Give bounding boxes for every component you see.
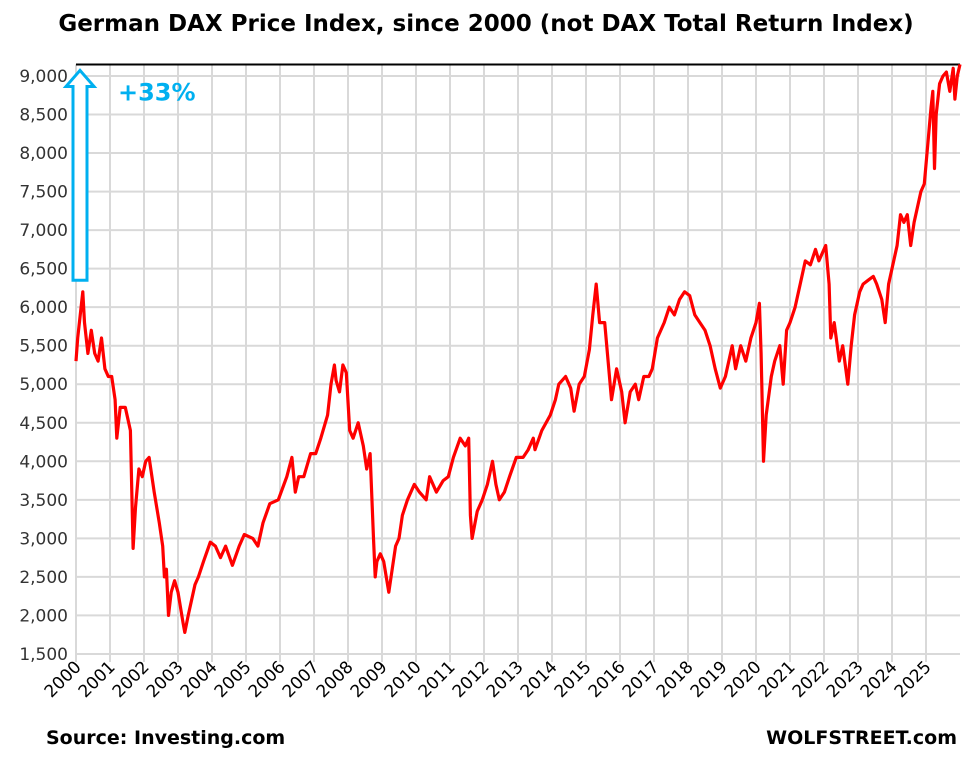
- gridlines: [75, 64, 960, 662]
- x-axis-ticks: 2000200120022003200420052006200720082009…: [41, 657, 936, 702]
- x-tick-label: 2006: [245, 657, 290, 702]
- x-tick-label: 2002: [109, 657, 154, 702]
- y-tick-label: 4,500: [19, 414, 68, 434]
- x-tick-label: 2013: [483, 657, 528, 702]
- y-tick-label: 6,500: [19, 260, 68, 280]
- chart-title: German DAX Price Index, since 2000 (not …: [58, 11, 913, 37]
- y-axis-ticks: 1,500 2,000 2,500 3,000 3,500 4,000 4,500 5,000…: [19, 67, 68, 665]
- y-tick-label: 3,500: [19, 491, 68, 511]
- y-tick-label: 4,000: [19, 452, 68, 472]
- up-arrow-icon: [62, 68, 98, 282]
- y-tick-label: 9,000: [19, 67, 68, 87]
- x-tick-label: 2007: [279, 657, 324, 702]
- y-tick-label: 3,000: [19, 529, 68, 549]
- x-tick-label: 2014: [517, 657, 562, 702]
- y-tick-label: 5,500: [19, 337, 68, 357]
- x-tick-label: 2010: [381, 657, 426, 702]
- x-tick-label: 2018: [653, 657, 698, 702]
- x-tick-label: 2003: [143, 657, 188, 702]
- x-tick-label: 2025: [891, 657, 936, 702]
- y-tick-label: 6,000: [19, 298, 68, 318]
- x-tick-label: 2023: [823, 657, 868, 702]
- x-tick-label: 2011: [415, 657, 460, 702]
- y-tick-label: 2,500: [19, 568, 68, 588]
- y-tick-label: 2,000: [19, 606, 68, 626]
- x-tick-label: 2012: [449, 657, 494, 702]
- x-tick-label: 2022: [789, 657, 834, 702]
- source-label: Source: Investing.com: [46, 727, 285, 749]
- y-tick-label: 7,500: [19, 183, 68, 203]
- x-tick-label: 2001: [75, 657, 120, 702]
- x-tick-label: 2020: [721, 657, 766, 702]
- y-tick-label: 8,500: [19, 106, 68, 126]
- x-tick-label: 2021: [755, 657, 800, 702]
- y-tick-label: 5,000: [19, 375, 68, 395]
- x-tick-label: 2019: [687, 657, 732, 702]
- series-line-dax: [74, 64, 962, 634]
- x-tick-label: 2005: [211, 657, 256, 702]
- y-tick-label: 8,000: [19, 144, 68, 164]
- annotation-label: +33%: [118, 78, 196, 106]
- x-tick-label: 2015: [551, 657, 596, 702]
- x-tick-label: 2008: [313, 657, 358, 702]
- x-tick-label: 2004: [177, 657, 222, 702]
- x-tick-label: 2016: [585, 657, 630, 702]
- x-tick-label: 2024: [857, 657, 902, 702]
- brand-label: WOLFSTREET.com: [766, 727, 957, 749]
- y-tick-label: 1,500: [19, 645, 68, 665]
- x-tick-label: 2009: [347, 657, 392, 702]
- y-tick-label: 7,000: [19, 221, 68, 241]
- x-tick-label: 2017: [619, 657, 664, 702]
